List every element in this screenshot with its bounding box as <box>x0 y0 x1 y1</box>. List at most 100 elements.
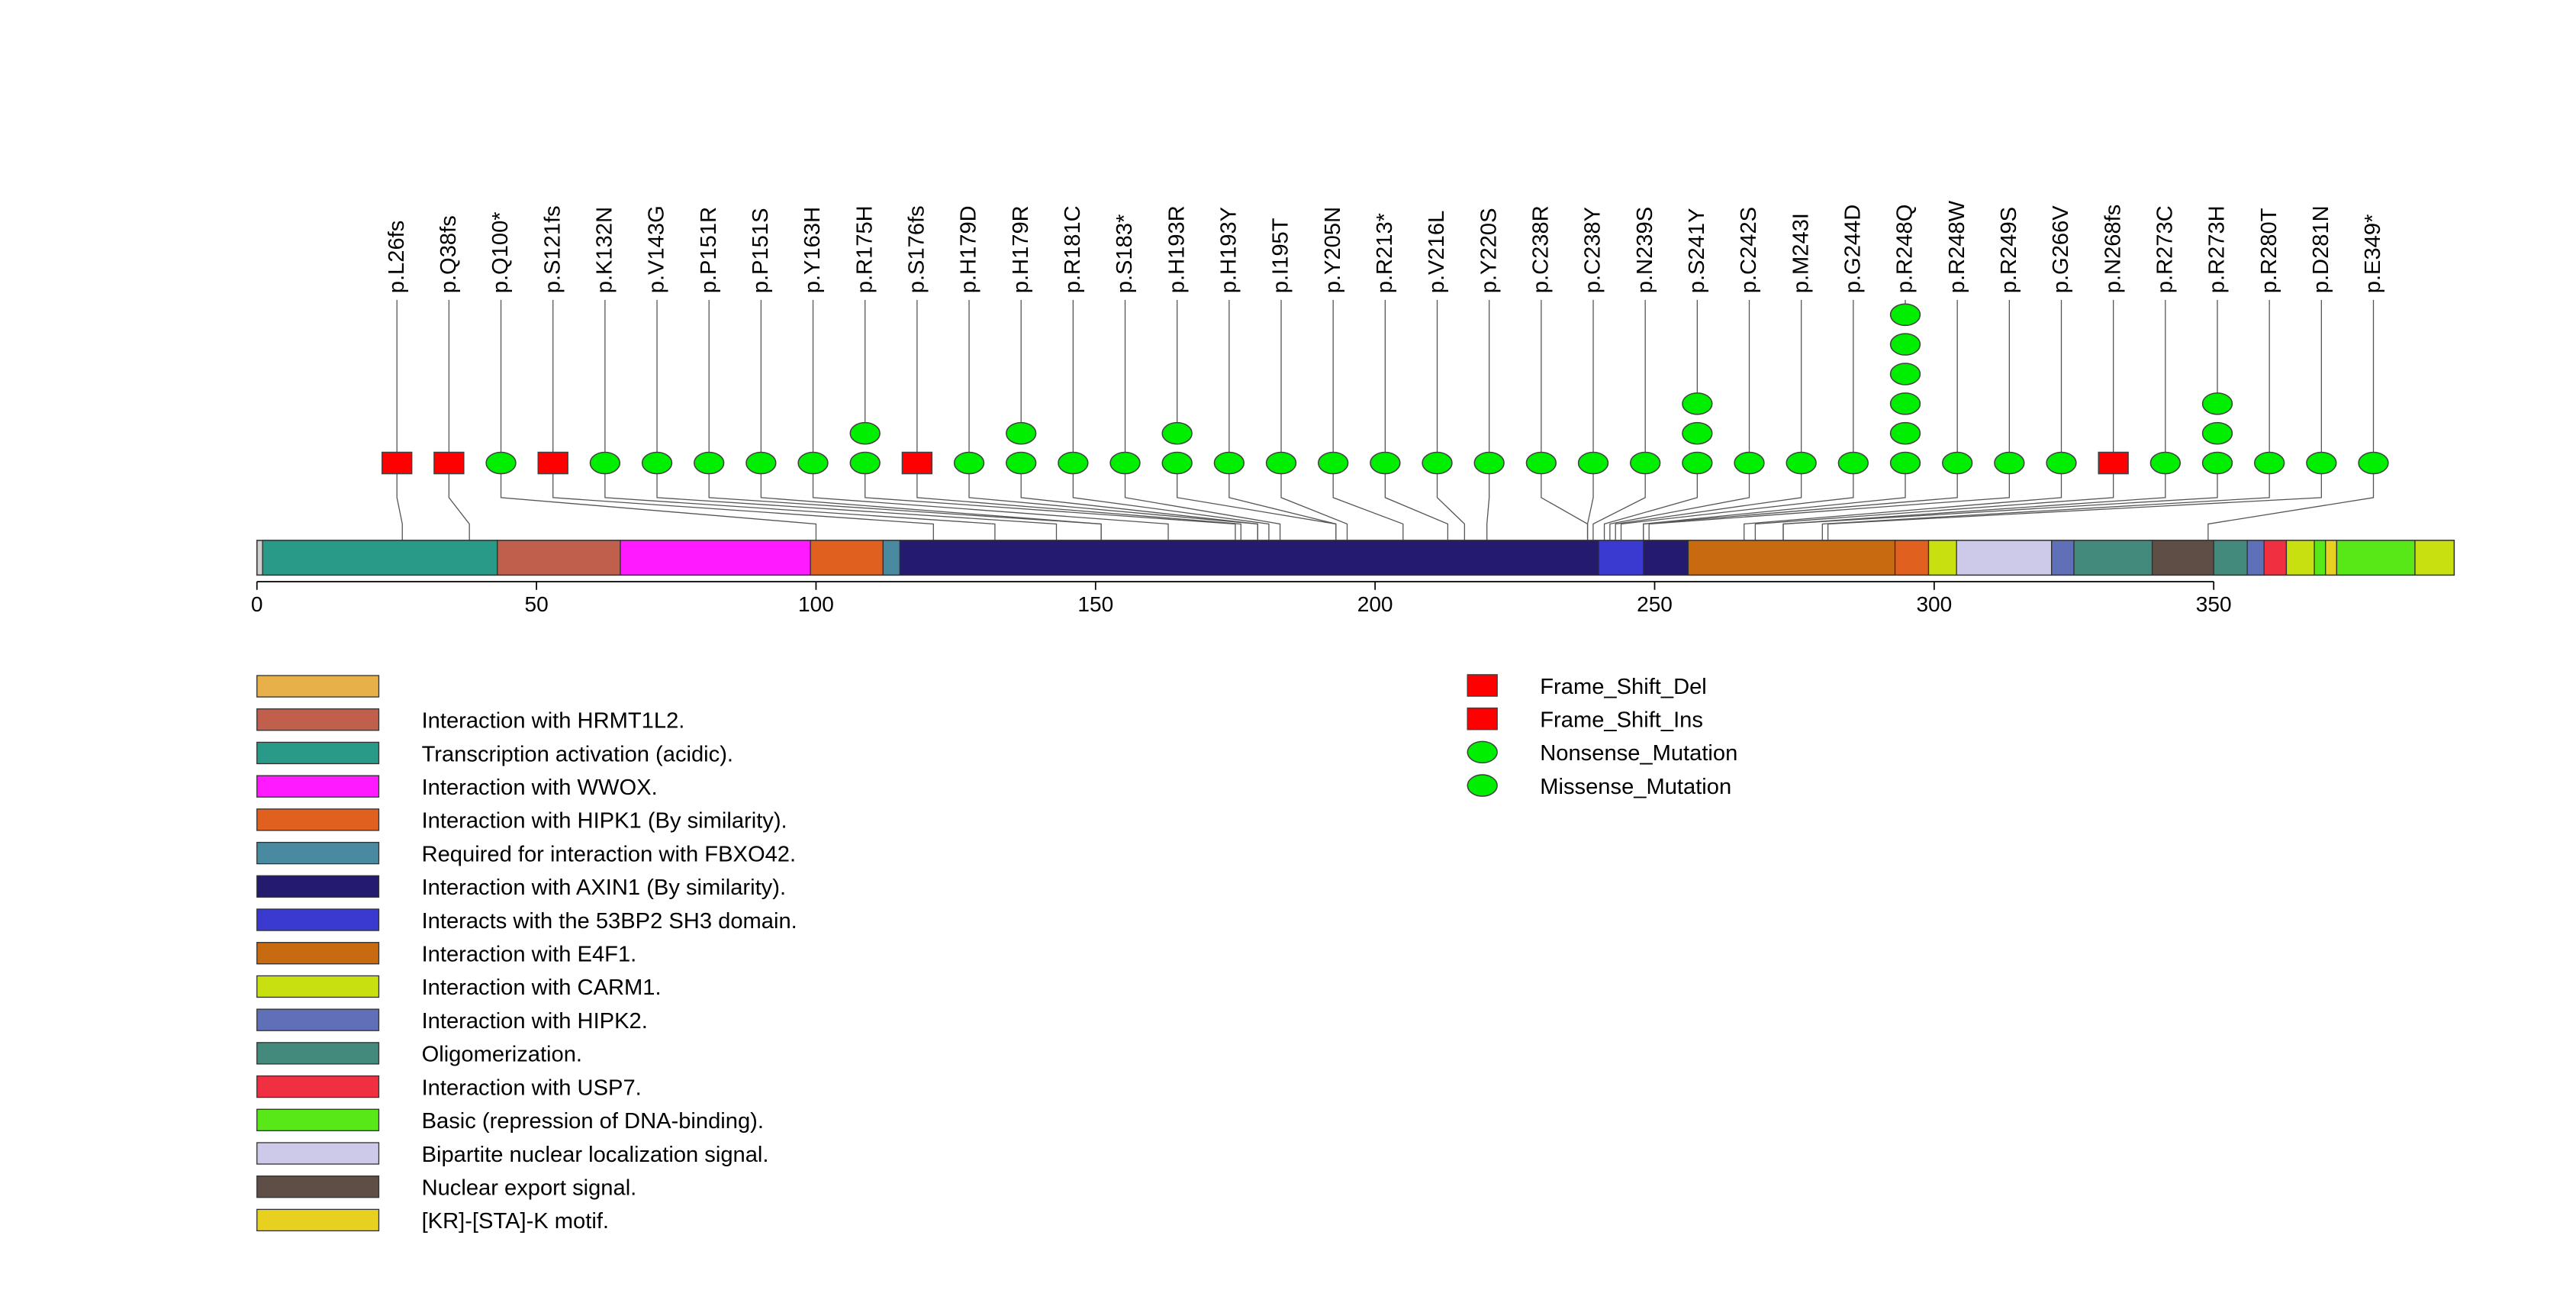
domain-legend-label: Interacts with the 53BP2 SH3 domain. <box>422 909 797 934</box>
domain-segment <box>899 540 1599 576</box>
domain-segment <box>2051 540 2075 576</box>
mutation-label: p.R249S <box>1997 207 2021 293</box>
domain-segment <box>262 540 498 576</box>
mutation-label: p.R273H <box>2205 205 2230 293</box>
mutation-label: p.V143G <box>645 205 669 293</box>
domain-legend-swatch <box>256 741 380 765</box>
domain-legend-swatch <box>256 841 380 865</box>
point-mutation-marker <box>1889 392 1921 415</box>
domain-legend-label: Interaction with E4F1. <box>422 943 637 967</box>
mutation-label: p.N268fs <box>2101 205 2125 294</box>
mutation-label: p.R213* <box>1373 213 1397 293</box>
point-mutation-marker <box>1734 451 1765 475</box>
mutation-labels: p.L26fs p.Q38fs p.Q100* p.S121fs p.K132N p.V1… <box>385 200 2385 293</box>
frameshift-marker <box>433 451 465 475</box>
domain-segment <box>620 540 811 576</box>
domain-legend-label: Interaction with USP7. <box>422 1076 642 1100</box>
domain-legend-label: Interaction with AXIN1 (By similarity). <box>422 876 786 900</box>
mutation-label: p.D281N <box>2309 205 2333 293</box>
domain-legend-swatch <box>256 1075 380 1098</box>
frameshift-marker <box>2098 451 2129 475</box>
mutation-label: p.V216L <box>1425 211 1449 294</box>
x-axis-tick-label: 0 <box>251 592 263 616</box>
domain-legend-swatch <box>256 675 380 698</box>
point-mutation-marker <box>2358 451 2389 475</box>
mutation-label: p.L26fs <box>385 221 409 294</box>
point-mutation-marker <box>2149 451 2182 475</box>
domain-segment <box>497 540 621 576</box>
domain-legend-label: Basic (repression of DNA-binding). <box>422 1109 764 1134</box>
mutation-label: p.S183* <box>1113 214 1137 294</box>
domain-legend-label: Interaction with HIPK2. <box>422 1009 648 1034</box>
x-axis-tick-label: 300 <box>1916 592 1952 616</box>
domain-segment <box>2414 540 2455 576</box>
mutation-label: p.S241Y <box>1685 208 1709 293</box>
domain-segment <box>2246 540 2265 576</box>
x-axis-tick-label: 250 <box>1637 592 1673 616</box>
point-mutation-marker <box>1058 451 1089 475</box>
mutation-label: p.Q38fs <box>436 215 461 293</box>
point-mutation-marker <box>849 421 881 445</box>
point-mutation-marker <box>849 451 881 475</box>
domain-legend-label: Interaction with CARM1. <box>422 976 662 1000</box>
mutation-label: p.R280T <box>2257 208 2281 293</box>
legend-ellipse-marker <box>1467 774 1498 797</box>
domain-segment <box>2151 540 2214 576</box>
domain-legend-label: Nuclear export signal. <box>422 1176 637 1201</box>
frameshift-marker <box>901 451 933 475</box>
domain-segment <box>2213 540 2248 576</box>
frameshift-marker <box>382 451 413 475</box>
domain-legend-label: Interaction with WWOX. <box>422 776 658 800</box>
x-axis-tick-label: 50 <box>524 592 548 616</box>
mutation-legend-label: Nonsense_Mutation <box>1540 741 1737 766</box>
mutation-label: p.H179R <box>1009 205 1033 293</box>
point-mutation-marker <box>1525 451 1557 475</box>
frameshift-marker <box>537 451 568 475</box>
domain-legend-swatch <box>256 942 380 965</box>
point-mutation-marker <box>2046 451 2077 475</box>
point-mutation-marker <box>1889 421 1921 445</box>
domain-segment <box>2336 540 2416 576</box>
point-mutation-marker <box>2253 451 2285 475</box>
point-mutation-marker <box>2201 421 2233 445</box>
domain-segment <box>2314 540 2326 576</box>
domain-segment <box>2325 540 2338 576</box>
point-mutation-marker <box>797 451 829 475</box>
point-mutation-marker <box>1265 451 1297 475</box>
domain-segment <box>810 540 884 576</box>
mutation-legend-label: Frame_Shift_Ins <box>1540 708 1703 732</box>
point-mutation-marker <box>1109 451 1141 475</box>
mutation-label: p.G266V <box>2049 205 2073 294</box>
point-mutation-marker <box>2201 392 2233 415</box>
mutation-label: p.C238Y <box>1581 207 1605 293</box>
domain-legend-swatch <box>256 1208 380 1232</box>
x-axis: 0 50 100 150 200 250 300 350 <box>251 581 2232 616</box>
domain-segment <box>2263 540 2288 576</box>
mutation-label: p.S176fs <box>905 205 929 293</box>
point-mutation-marker <box>641 451 673 475</box>
mutation-label: p.R175H <box>852 205 877 293</box>
point-mutation-marker <box>1629 451 1661 475</box>
point-mutation-marker <box>1889 451 1921 475</box>
domain-segment <box>2285 540 2315 576</box>
domain-segment <box>2073 540 2153 576</box>
point-mutation-marker <box>1785 451 1817 475</box>
point-mutation-marker <box>1994 451 2025 475</box>
point-mutation-marker <box>1473 451 1505 475</box>
point-mutation-marker <box>2201 451 2233 475</box>
mutation-label: p.H193R <box>1164 205 1189 293</box>
point-mutation-marker <box>1889 303 1921 327</box>
mutation-label: p.H193Y <box>1216 207 1241 293</box>
mutation-label: p.K132N <box>593 207 617 293</box>
domain-legend-swatch <box>256 1042 380 1065</box>
domain-legend-swatch <box>256 975 380 998</box>
point-mutation-marker <box>1889 363 1921 385</box>
domain-segment <box>1956 540 2053 576</box>
point-mutation-marker <box>1889 333 1921 356</box>
mutation-label: p.R248W <box>1945 200 1969 293</box>
mutation-label: p.M243I <box>1789 213 1813 293</box>
point-mutation-marker <box>1006 451 1037 475</box>
mutation-type-legend: Frame_Shift_Del Frame_Shift_Ins Nonsense_M… <box>1467 674 1737 799</box>
connector-lines <box>396 299 2375 576</box>
